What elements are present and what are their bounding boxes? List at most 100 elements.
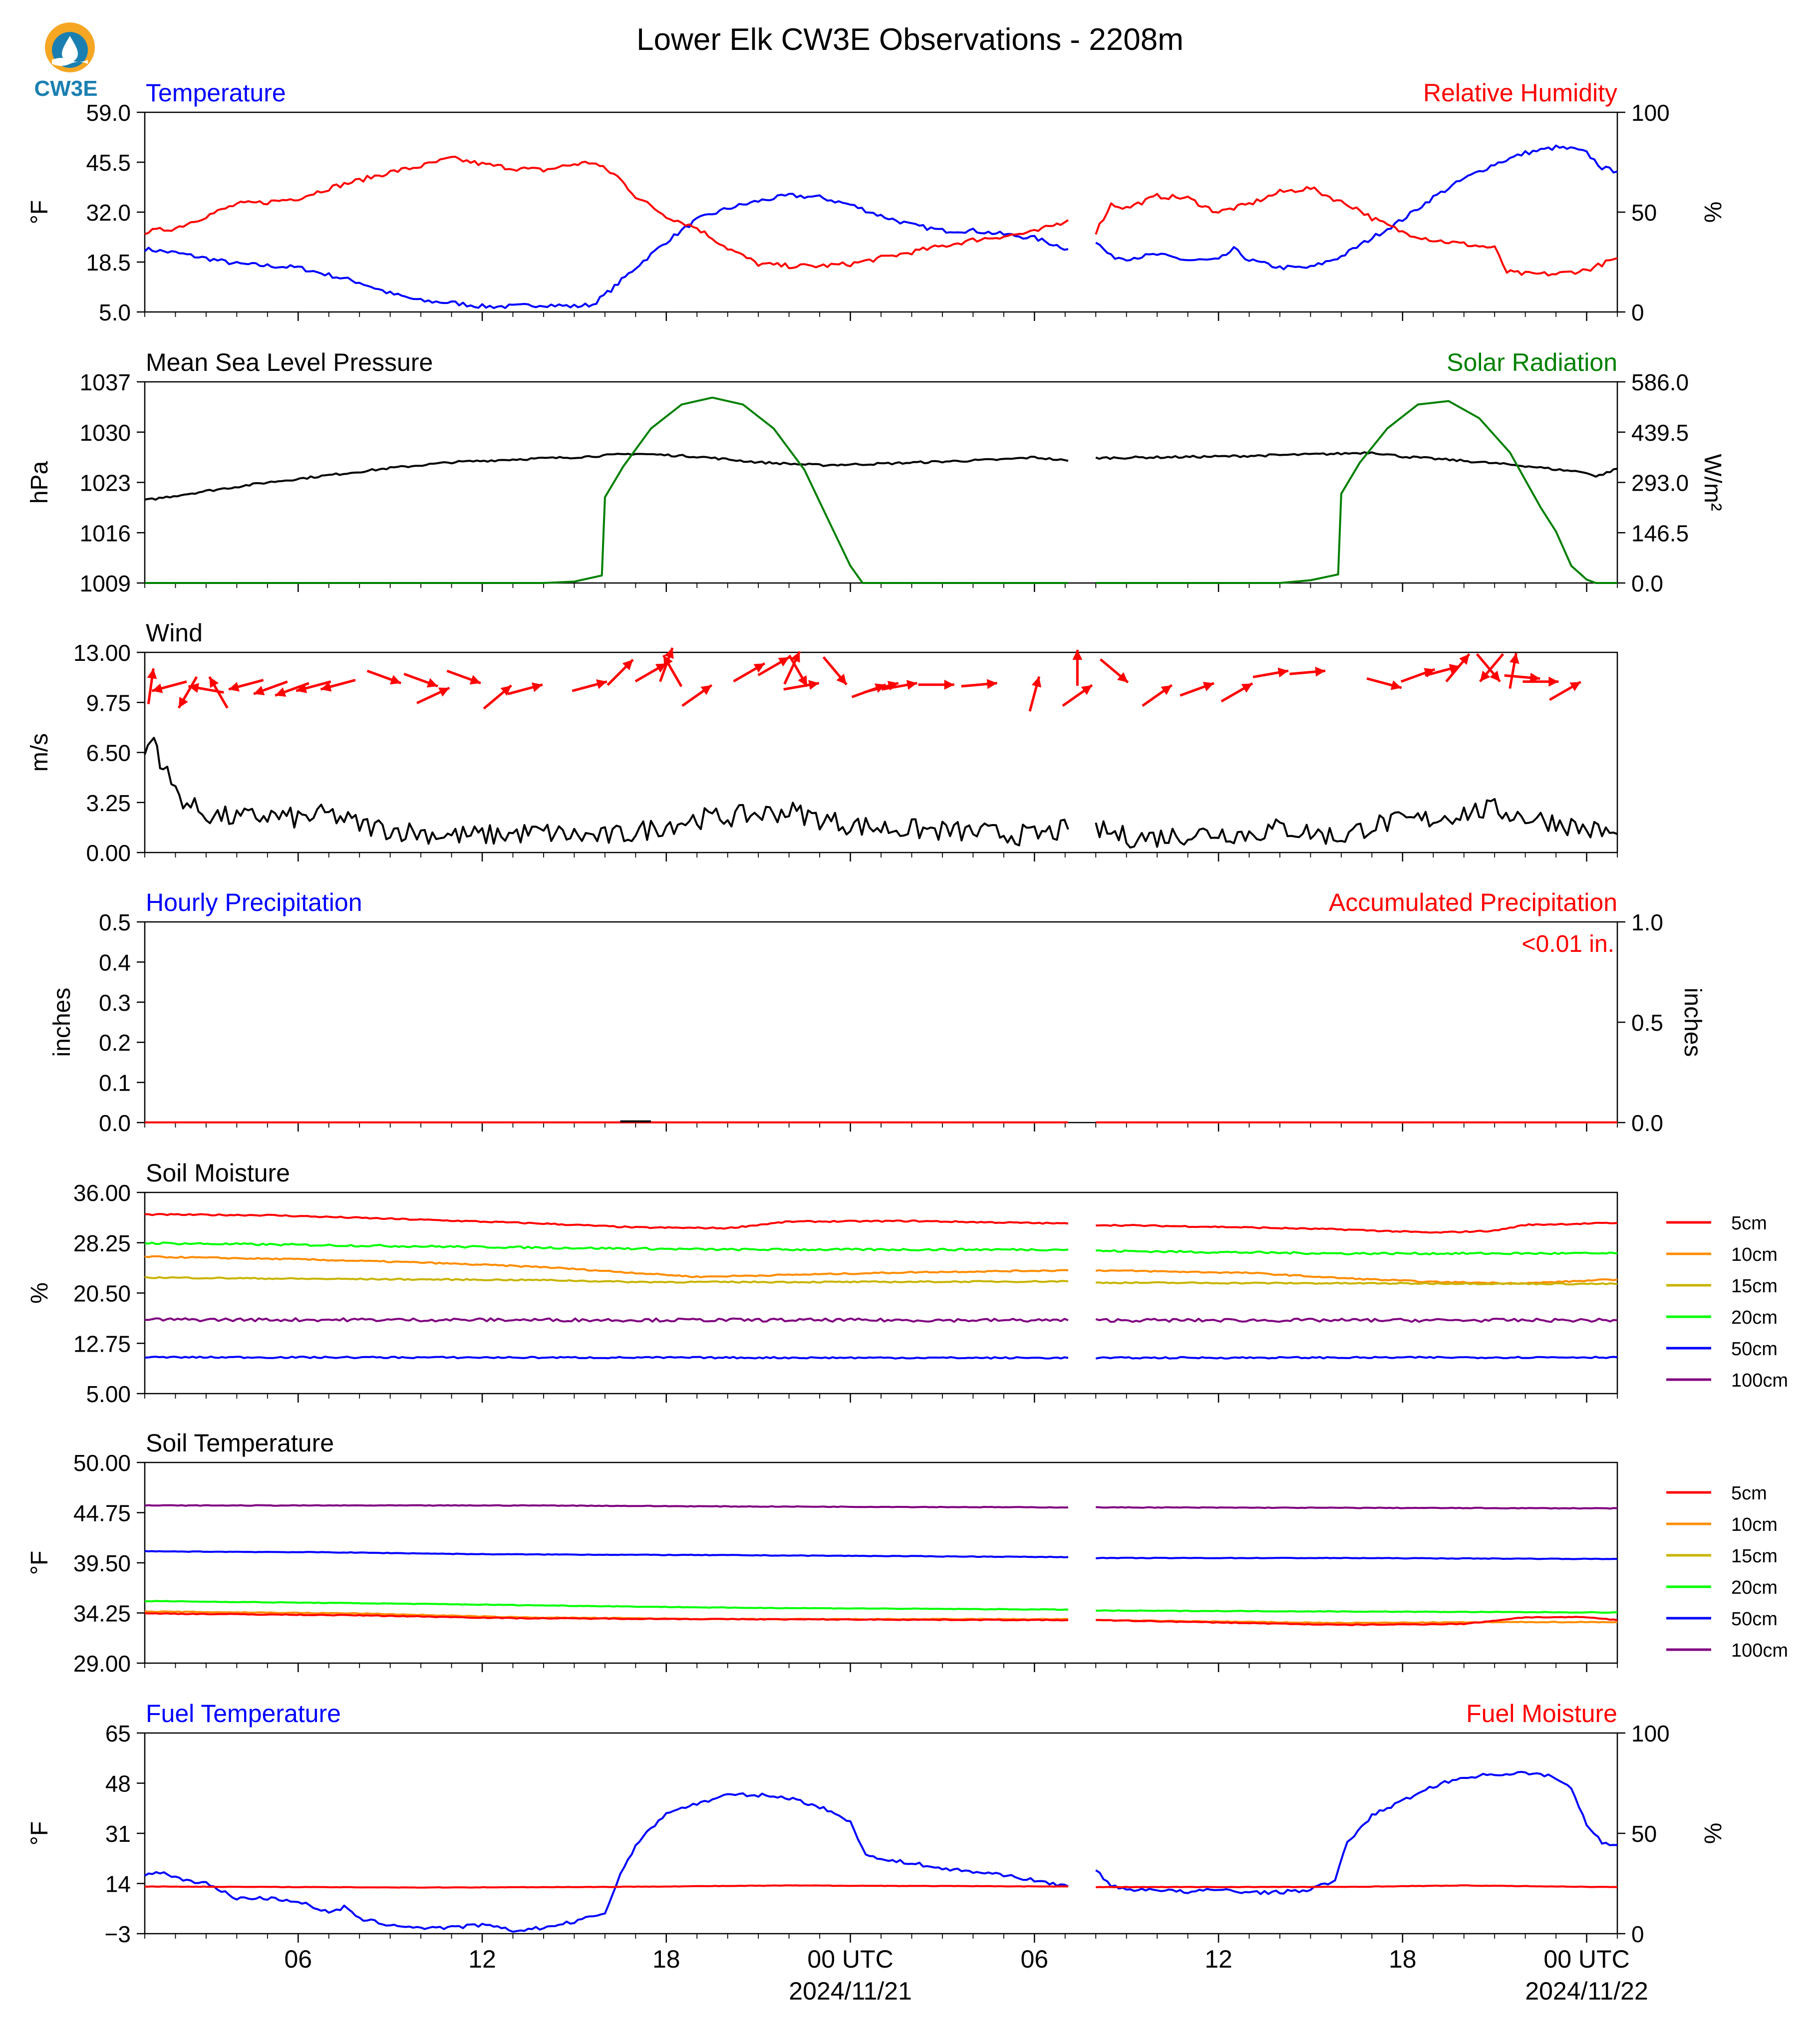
series-line-1 <box>144 1792 1069 1933</box>
panel-title-right: Fuel Moisture <box>1466 1700 1617 1728</box>
wind-arrow <box>1425 664 1461 677</box>
y-axis-label: m/s <box>26 733 53 772</box>
y-tick-label: 36.00 <box>73 1180 131 1206</box>
series-line-9 <box>144 1317 1069 1323</box>
y-tick-label: 44.75 <box>73 1500 131 1526</box>
series-line-2 <box>1096 1506 1618 1510</box>
y-axis-label: inches <box>49 988 75 1057</box>
series-line-1 <box>144 1213 1069 1230</box>
series-line-3 <box>145 396 1068 584</box>
y-tick-label: 0.00 <box>86 840 131 866</box>
wind-arrow <box>634 662 667 683</box>
cw3e-logo-icon: CW3E <box>34 22 98 101</box>
series-line-5 <box>144 1600 1068 1611</box>
wind-arrow <box>1028 676 1042 712</box>
legend-item: 100cm <box>1666 1370 1788 1391</box>
wind-arrow <box>320 679 356 692</box>
legend-item: 100cm <box>1666 1640 1788 1661</box>
y-right-tick-label: 293.0 <box>1631 470 1689 496</box>
panel-title-left: Wind <box>146 619 203 647</box>
legend-item: 5cm <box>1666 1213 1767 1234</box>
wind-arrow <box>416 686 450 704</box>
x-tick-label: 12 <box>468 1945 496 1973</box>
x-tick-label: 18 <box>652 1945 680 1973</box>
wind-arrow <box>1289 666 1326 677</box>
plot-frame <box>144 381 1618 584</box>
wind-arrow <box>757 656 790 676</box>
legend-item: 10cm <box>1666 1244 1778 1265</box>
y-tick-label: 0.4 <box>99 949 131 975</box>
legend-label: 10cm <box>1731 1244 1778 1265</box>
series-line-2 <box>1095 798 1618 849</box>
wind-arrow <box>1220 682 1253 703</box>
y-right-tick-label: 50 <box>1631 200 1657 226</box>
y-axis-label: °F <box>26 1821 53 1846</box>
series-line-9 <box>144 1612 1068 1622</box>
series-line-10 <box>1096 1616 1618 1626</box>
series-line-2 <box>1096 1221 1618 1234</box>
legend-label: 20cm <box>1731 1577 1778 1598</box>
y-tick-label: 50.00 <box>73 1450 131 1476</box>
panel-title-right: Accumulated Precipitation <box>1329 888 1617 916</box>
panel-title-right: Solar Radiation <box>1447 348 1617 376</box>
y-tick-label: 0.0 <box>99 1110 131 1136</box>
wind-arrow <box>208 676 229 709</box>
y-tick-label: 1009 <box>80 571 131 596</box>
x-tick-label: 00 UTC <box>1543 1945 1629 1973</box>
series-line-1 <box>144 193 1069 309</box>
y-tick-label: 0.1 <box>99 1070 131 1096</box>
chart-panel-7: Fuel Temperature Fuel Moisture −3 14 31 48 65 0… <box>26 1700 1726 1947</box>
wind-arrow <box>1142 684 1173 707</box>
series-line-3 <box>144 1241 1069 1252</box>
figure-title: Lower Elk CW3E Observations - 2208m <box>636 22 1184 57</box>
y-tick-label: 9.75 <box>86 690 131 716</box>
chart-panel-1: Temperature Relative Humidity 5.0 18.5 32.0 4… <box>26 79 1726 325</box>
y-tick-label: 5.00 <box>86 1381 131 1407</box>
wind-arrow <box>1099 658 1129 684</box>
chart-panel-6: Soil Temperature 29.00 34.25 39.50 44.75 50.0… <box>26 1429 1788 1677</box>
y-tick-label: 12.75 <box>73 1331 131 1357</box>
y-right-tick-label: 586.0 <box>1631 369 1689 395</box>
wind-arrow <box>403 672 438 688</box>
legend-item: 15cm <box>1666 1276 1778 1297</box>
y-right-axis-label: inches <box>1679 988 1706 1057</box>
y-right-tick-label: 50 <box>1631 1821 1657 1847</box>
x-tick-label: 00 UTC <box>807 1945 893 1973</box>
y-tick-label: 0.3 <box>99 990 131 1016</box>
legend-item: 50cm <box>1666 1339 1778 1360</box>
legend-item: 5cm <box>1666 1483 1767 1504</box>
x-date-label: 2024/11/21 <box>789 1977 912 2005</box>
wind-arrow <box>483 684 512 710</box>
wind-arrow <box>507 682 543 695</box>
x-axis: 06 12 18 00 UTC 06 12 18 00 UTC 2024/11/21 2024/1… <box>284 1945 1648 2005</box>
legend-label: 100cm <box>1731 1370 1788 1391</box>
y-right-tick-label: 146.5 <box>1631 520 1689 546</box>
y-tick-label: 13.00 <box>73 640 131 666</box>
wind-arrow <box>733 662 766 683</box>
wind-arrow <box>783 680 820 691</box>
y-tick-label: 31 <box>105 1821 131 1847</box>
wind-arrow <box>147 668 157 704</box>
x-tick-label: 18 <box>1389 1945 1417 1973</box>
series-line-4 <box>1096 1249 1618 1256</box>
y-tick-label: 1030 <box>80 420 131 446</box>
legend-item: 15cm <box>1666 1546 1778 1567</box>
wind-arrow <box>1445 653 1471 683</box>
wind-arrow <box>607 658 634 686</box>
series-line-1 <box>144 453 1069 501</box>
y-tick-label: 3.25 <box>86 790 131 816</box>
legend-item: 50cm <box>1666 1609 1778 1630</box>
legend-label: 15cm <box>1731 1546 1778 1567</box>
wind-arrow <box>1252 667 1289 678</box>
y-tick-label: 28.25 <box>73 1230 131 1256</box>
legend-item: 20cm <box>1666 1577 1778 1598</box>
series-line-1 <box>144 1504 1068 1509</box>
y-right-tick-label: 0.0 <box>1631 1110 1663 1136</box>
series-line-4 <box>1096 1884 1618 1889</box>
y-right-tick-label: 0 <box>1631 1921 1644 1947</box>
precip-annotation: <0.01 in. <box>1522 931 1614 957</box>
wind-arrow <box>662 654 683 687</box>
y-tick-label: 6.50 <box>86 740 131 766</box>
legend-label: 50cm <box>1731 1339 1778 1360</box>
y-tick-label: 39.50 <box>73 1550 131 1576</box>
